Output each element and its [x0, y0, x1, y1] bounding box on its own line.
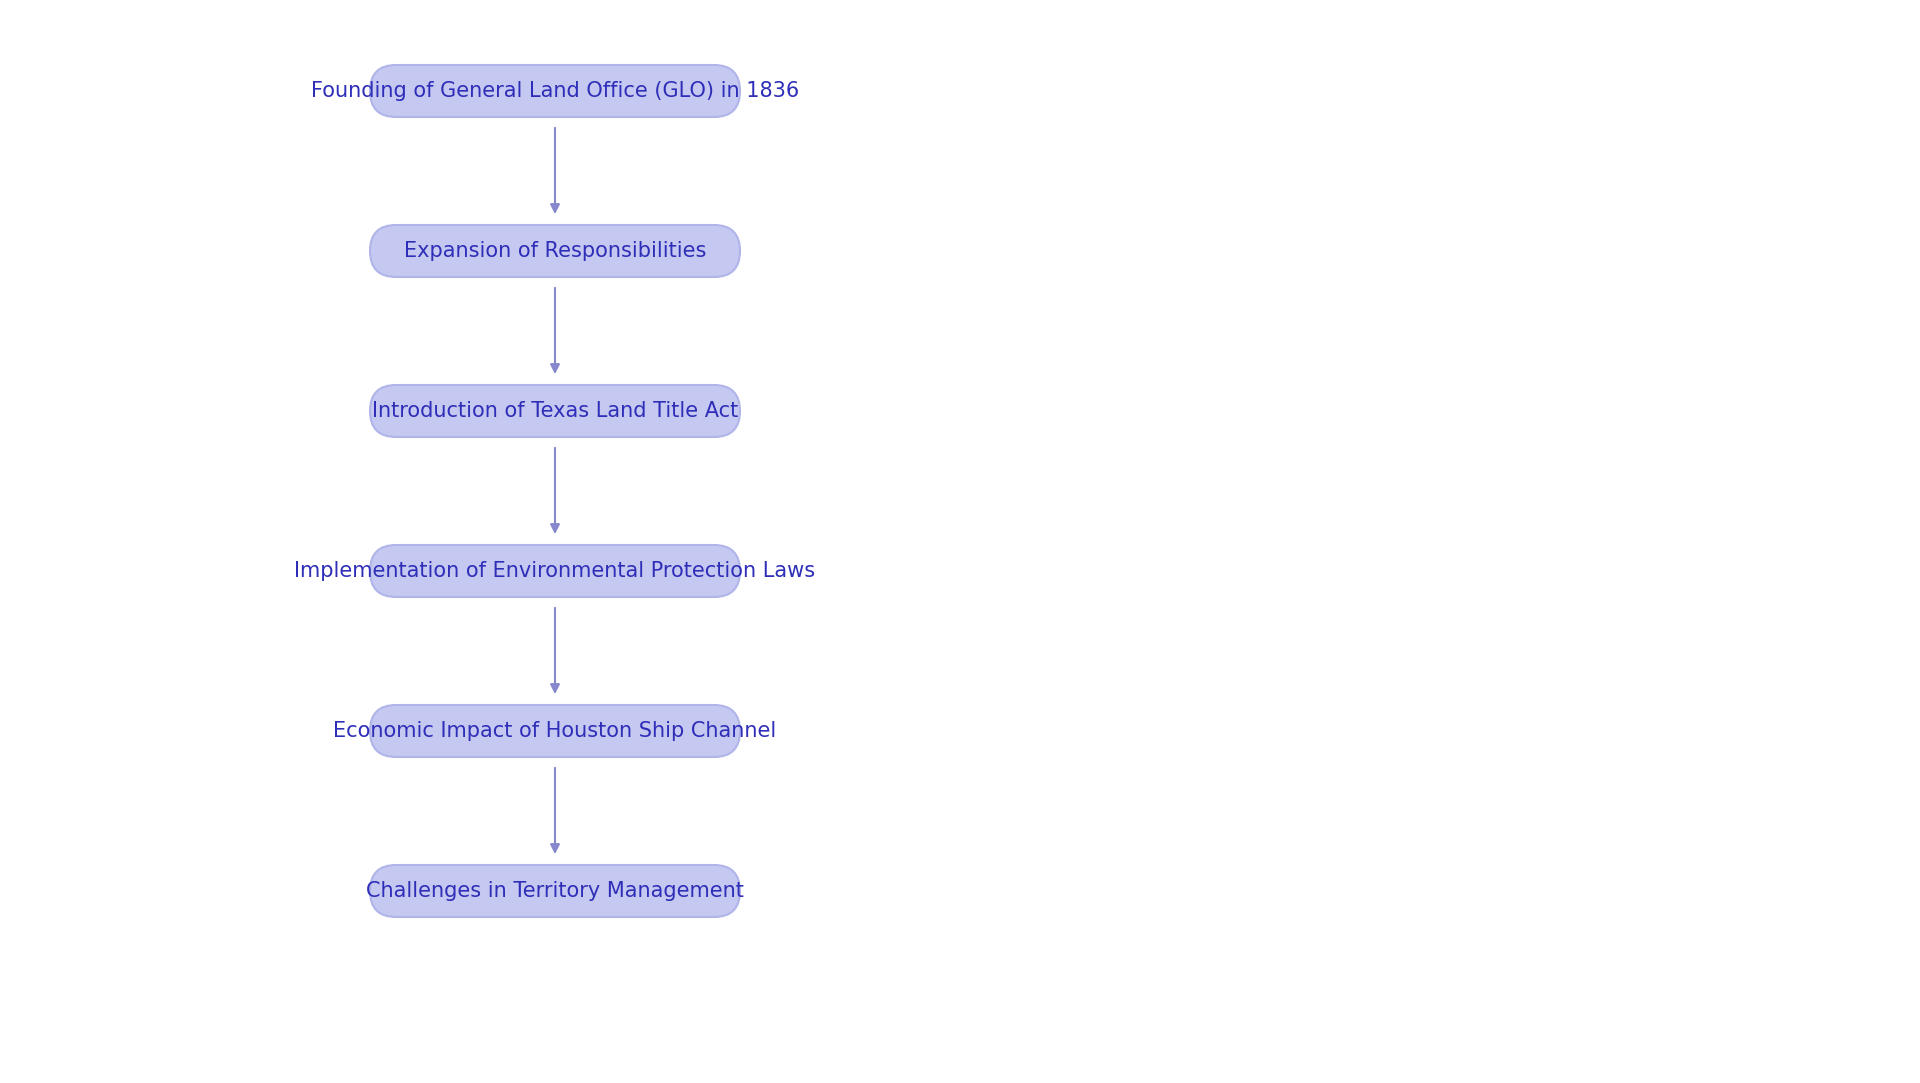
- Text: Founding of General Land Office (GLO) in 1836: Founding of General Land Office (GLO) in…: [311, 81, 799, 101]
- FancyBboxPatch shape: [371, 545, 739, 597]
- FancyBboxPatch shape: [371, 705, 739, 757]
- FancyBboxPatch shape: [371, 865, 739, 917]
- Text: Introduction of Texas Land Title Act: Introduction of Texas Land Title Act: [372, 401, 737, 421]
- Text: Economic Impact of Houston Ship Channel: Economic Impact of Houston Ship Channel: [334, 721, 776, 741]
- FancyBboxPatch shape: [371, 65, 739, 117]
- Text: Challenges in Territory Management: Challenges in Territory Management: [367, 880, 743, 901]
- FancyBboxPatch shape: [371, 225, 739, 277]
- FancyBboxPatch shape: [371, 384, 739, 438]
- Text: Implementation of Environmental Protection Laws: Implementation of Environmental Protecti…: [294, 561, 816, 580]
- Text: Expansion of Responsibilities: Expansion of Responsibilities: [403, 242, 707, 261]
